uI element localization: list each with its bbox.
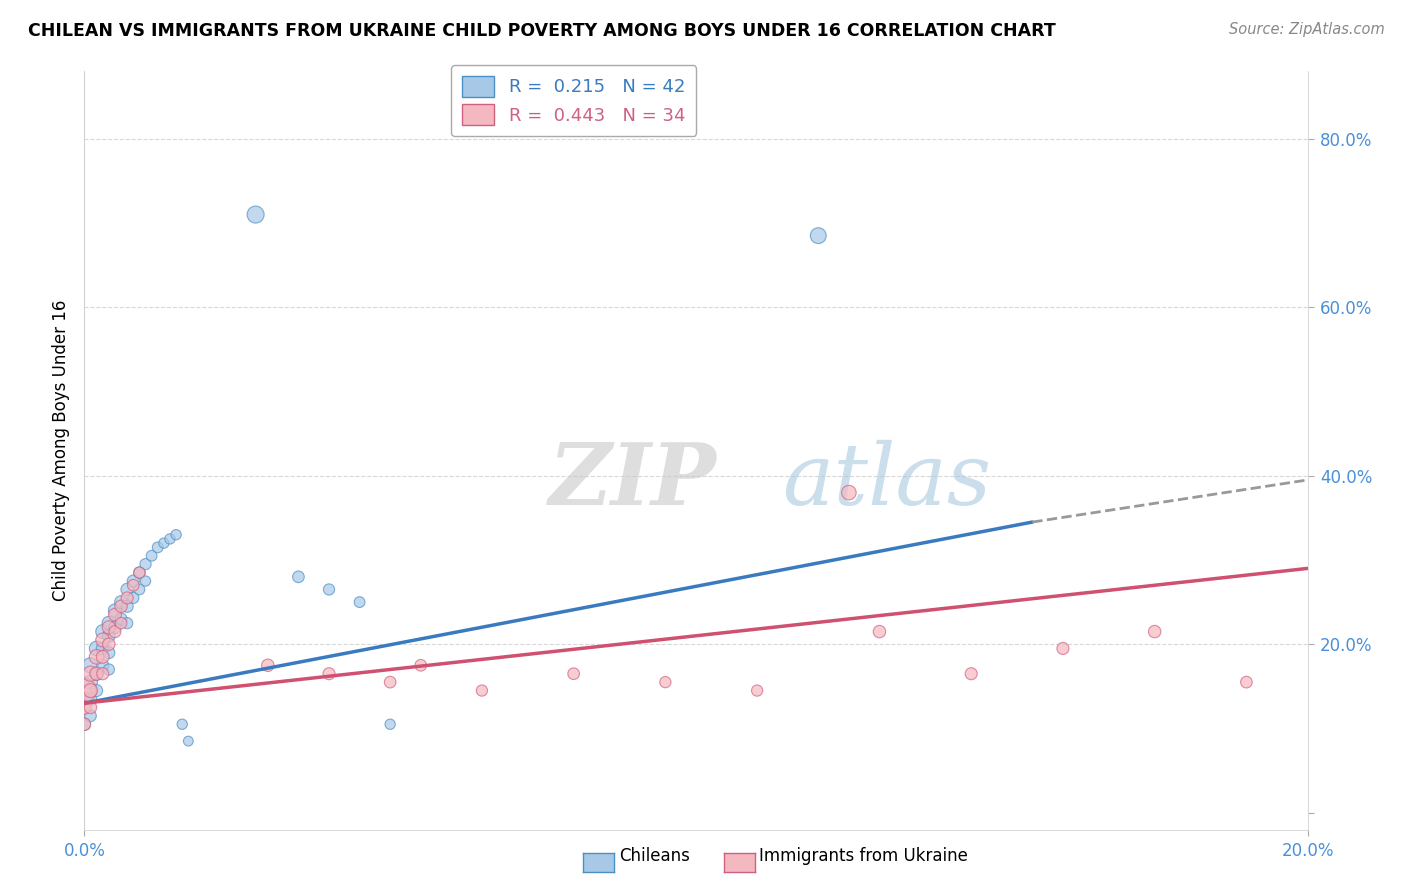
Point bbox=[135, 557, 157, 572]
Point bbox=[654, 675, 676, 690]
Point bbox=[115, 616, 138, 631]
Point bbox=[122, 578, 145, 592]
Point bbox=[110, 612, 132, 626]
Point bbox=[153, 536, 176, 550]
Point bbox=[73, 692, 96, 706]
Point bbox=[409, 658, 432, 673]
Point bbox=[86, 666, 108, 681]
Point bbox=[79, 683, 101, 698]
Point bbox=[79, 708, 101, 723]
Point bbox=[128, 566, 150, 580]
Point bbox=[172, 717, 194, 731]
Point bbox=[86, 683, 108, 698]
Point bbox=[91, 649, 114, 664]
Point bbox=[257, 658, 280, 673]
Point bbox=[97, 616, 120, 631]
Point bbox=[115, 591, 138, 605]
Text: Chileans: Chileans bbox=[619, 847, 689, 865]
Point bbox=[318, 582, 340, 597]
Text: CHILEAN VS IMMIGRANTS FROM UKRAINE CHILD POVERTY AMONG BOYS UNDER 16 CORRELATION: CHILEAN VS IMMIGRANTS FROM UKRAINE CHILD… bbox=[28, 22, 1056, 40]
Point bbox=[86, 641, 108, 656]
Point bbox=[79, 658, 101, 673]
Point bbox=[97, 620, 120, 634]
Point bbox=[73, 717, 96, 731]
Point bbox=[165, 527, 187, 541]
Point bbox=[1236, 675, 1258, 690]
Point bbox=[91, 633, 114, 648]
Point bbox=[79, 692, 101, 706]
Point bbox=[1052, 641, 1074, 656]
Point bbox=[97, 637, 120, 651]
Point bbox=[122, 574, 145, 588]
Point bbox=[159, 532, 181, 546]
Point bbox=[135, 574, 157, 588]
Point bbox=[91, 658, 114, 673]
Point bbox=[91, 624, 114, 639]
Point bbox=[110, 595, 132, 609]
Point bbox=[91, 666, 114, 681]
Point bbox=[79, 666, 101, 681]
Point bbox=[73, 700, 96, 714]
Point bbox=[79, 675, 101, 690]
Point bbox=[73, 717, 96, 731]
Point bbox=[79, 700, 101, 714]
Point bbox=[91, 641, 114, 656]
Point bbox=[245, 208, 267, 222]
Point bbox=[960, 666, 983, 681]
Point bbox=[97, 663, 120, 677]
Point bbox=[110, 599, 132, 614]
Point bbox=[747, 683, 769, 698]
Point bbox=[104, 620, 127, 634]
Point bbox=[380, 717, 402, 731]
Point bbox=[97, 629, 120, 643]
Point bbox=[838, 485, 860, 500]
Text: atlas: atlas bbox=[782, 440, 991, 522]
Point bbox=[1143, 624, 1166, 639]
Point bbox=[104, 603, 127, 617]
Y-axis label: Child Poverty Among Boys Under 16: Child Poverty Among Boys Under 16 bbox=[52, 300, 70, 601]
Point bbox=[318, 666, 340, 681]
Point bbox=[97, 646, 120, 660]
Point bbox=[110, 616, 132, 631]
Point bbox=[122, 591, 145, 605]
Point bbox=[562, 666, 585, 681]
Legend: R =  0.215   N = 42, R =  0.443   N = 34: R = 0.215 N = 42, R = 0.443 N = 34 bbox=[451, 65, 696, 136]
Point bbox=[128, 566, 150, 580]
Point bbox=[128, 582, 150, 597]
Point bbox=[471, 683, 494, 698]
Point bbox=[104, 607, 127, 622]
Point bbox=[349, 595, 371, 609]
Text: Immigrants from Ukraine: Immigrants from Ukraine bbox=[759, 847, 969, 865]
Point bbox=[177, 734, 200, 748]
Point bbox=[115, 582, 138, 597]
Point bbox=[115, 599, 138, 614]
Point bbox=[380, 675, 402, 690]
Point bbox=[869, 624, 891, 639]
Point bbox=[104, 624, 127, 639]
Point bbox=[141, 549, 163, 563]
Text: ZIP: ZIP bbox=[550, 439, 717, 523]
Point bbox=[86, 649, 108, 664]
Point bbox=[146, 541, 169, 555]
Point bbox=[86, 666, 108, 681]
Point bbox=[807, 228, 830, 243]
Text: Source: ZipAtlas.com: Source: ZipAtlas.com bbox=[1229, 22, 1385, 37]
Point bbox=[287, 570, 309, 584]
Point bbox=[73, 683, 96, 698]
